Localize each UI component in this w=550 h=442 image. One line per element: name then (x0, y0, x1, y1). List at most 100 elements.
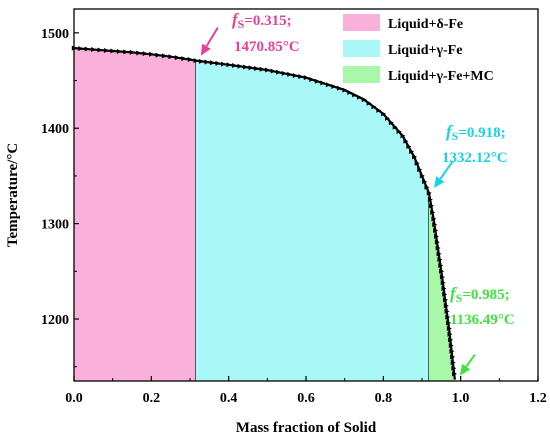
curve-marker (388, 120, 394, 126)
x-tick-label: 0.8 (375, 391, 393, 406)
annotation-arrowhead (433, 176, 445, 188)
curve-marker (400, 133, 406, 139)
curve-marker (356, 94, 362, 100)
legend-label: Liquid+γ-Fe+MC (388, 69, 494, 84)
curve-marker (129, 49, 135, 55)
legend-swatch (343, 66, 380, 83)
curve-marker (320, 80, 326, 86)
curve-marker (237, 63, 243, 69)
curve-marker (123, 49, 129, 55)
curve-marker (91, 47, 97, 53)
curve-marker (422, 179, 428, 185)
curve-marker (409, 149, 415, 155)
curve-marker (427, 196, 433, 202)
curve-marker (174, 55, 180, 61)
curve-marker (444, 308, 450, 314)
curve-marker (215, 60, 221, 66)
curve-marker (136, 50, 142, 56)
curve-marker (439, 274, 445, 280)
curve-marker (366, 100, 372, 106)
curve-marker (443, 303, 449, 309)
curve-marker (446, 326, 452, 332)
curve-marker (331, 84, 337, 90)
curve-marker (104, 47, 110, 53)
curve-marker (448, 343, 454, 349)
x-tick-label: 1.0 (452, 391, 470, 406)
legend-swatch (343, 40, 380, 57)
curve-marker (403, 138, 409, 144)
curve-marker (84, 46, 90, 52)
curve-marker (426, 190, 432, 196)
curve-marker (417, 167, 423, 173)
curve-marker (303, 75, 309, 81)
annotation-fs: fS=0.918; (446, 122, 506, 143)
curve-marker (142, 51, 148, 57)
curve-marker (414, 160, 420, 166)
legend: Liquid+δ-Fe Liquid+γ-Fe Liquid+γ-Fe+MC (343, 14, 494, 84)
curve-marker (376, 107, 382, 113)
y-tick-label: 1200 (41, 313, 69, 328)
curve-marker (309, 76, 315, 82)
curve-marker (248, 65, 254, 71)
annotation-arrowhead (200, 43, 211, 56)
curve-marker (325, 82, 331, 88)
region-1 (74, 48, 196, 381)
curve-marker (270, 68, 276, 74)
y-tick-label: 1400 (41, 122, 69, 137)
annotation-temp: 1332.12°C (442, 150, 508, 166)
curve-marker (385, 115, 390, 121)
region-2 (195, 60, 429, 382)
x-tick-label: 0.0 (65, 391, 83, 406)
curve-marker (436, 251, 442, 257)
x-tick-label: 0.2 (143, 391, 161, 406)
x-axis-label: Mass fraction of Solid (236, 420, 377, 436)
annotation-arrow (439, 160, 454, 180)
curve-marker (446, 320, 452, 326)
curve-marker (440, 280, 446, 286)
curve-marker (451, 365, 457, 371)
curve-marker (381, 111, 387, 117)
curve-marker (452, 371, 458, 377)
curve-marker (193, 58, 199, 64)
curve-marker (448, 337, 454, 343)
curve-marker (371, 104, 377, 110)
curve-marker (149, 51, 155, 57)
annotation-arrowhead (459, 363, 471, 376)
curve-marker (433, 233, 439, 239)
legend-label: Liquid+δ-Fe (388, 17, 463, 32)
annotation-arrow (205, 27, 219, 47)
curve-marker (445, 314, 451, 320)
curve-marker (438, 262, 444, 268)
curve-marker (439, 268, 445, 274)
annotation-temp: 1136.49°C (450, 312, 515, 328)
curve-marker (361, 97, 367, 103)
curve-marker (406, 143, 412, 149)
curve-marker (281, 70, 287, 76)
curve-marker (432, 222, 438, 228)
annotation-fs: fS=0.315; (232, 10, 292, 31)
phase-regions (74, 48, 455, 382)
curve-marker (276, 69, 282, 75)
curve-marker (97, 47, 103, 53)
curve-marker (110, 48, 116, 54)
annotation-temp: 1470.85°C (234, 39, 300, 55)
curve-marker (314, 78, 320, 84)
curve-marker (226, 62, 232, 68)
curve-marker (155, 52, 161, 58)
curve-marker (435, 245, 441, 251)
curve-marker (352, 92, 358, 98)
curve-marker (419, 173, 425, 179)
curve-marker (412, 154, 418, 160)
curve-marker (447, 331, 453, 337)
curve-marker (162, 53, 168, 59)
curve-marker (342, 87, 348, 93)
curve-marker (442, 291, 448, 297)
curve-marker (396, 128, 402, 134)
curve-marker (443, 297, 448, 303)
curve-marker (199, 58, 205, 64)
curve-marker (429, 203, 435, 209)
curve-marker (210, 60, 216, 66)
curve-marker (265, 67, 271, 73)
curve-marker (187, 57, 193, 63)
curve-marker (116, 48, 122, 54)
